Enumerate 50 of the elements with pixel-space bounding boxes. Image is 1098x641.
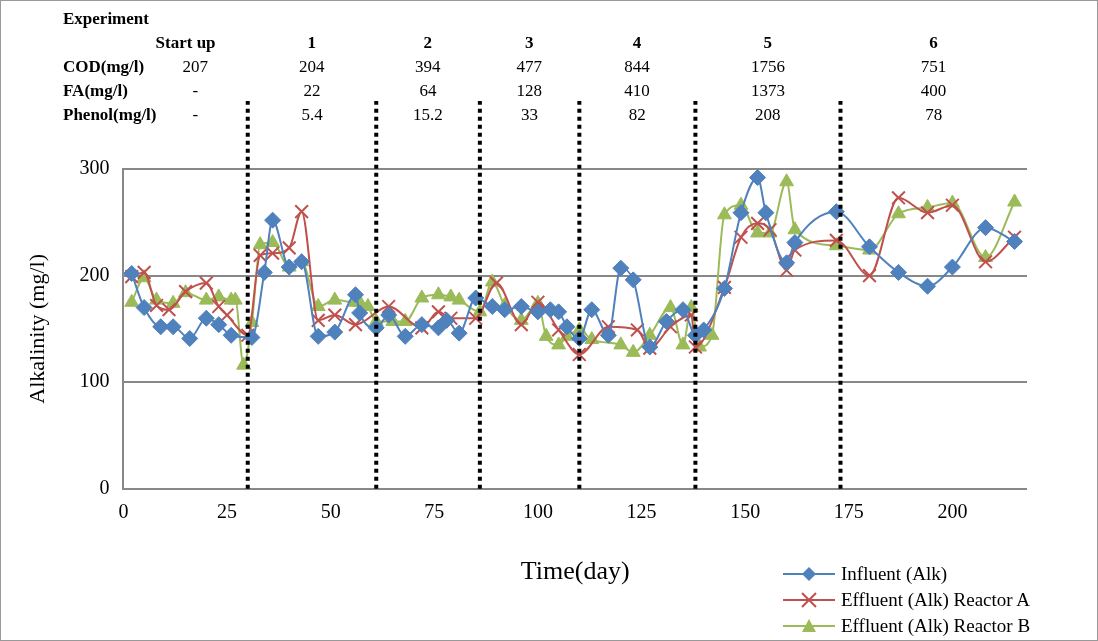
x-tick-label: 0 <box>118 500 129 523</box>
text: 15.2 <box>413 105 443 125</box>
text: Phenol(mg/l) <box>63 105 157 125</box>
text: Start up <box>155 33 216 53</box>
x-tick-label: 150 <box>730 500 761 523</box>
y-axis-title: Alkalinity (mg/l) <box>23 254 49 404</box>
x-tick-label: 125 <box>626 500 657 523</box>
y-tick-label: 100 <box>79 369 110 392</box>
legend-label: Effluent (Alk) Reactor A <box>841 589 1031 611</box>
text: 207 <box>182 57 209 77</box>
text: 844 <box>624 57 650 77</box>
text: 1 <box>307 33 316 53</box>
x-axis-title: Time(day) <box>520 556 630 586</box>
legend-label: Effluent (Alk) Reactor B <box>841 615 1031 637</box>
text: 204 <box>298 57 325 77</box>
x-tick-label: 75 <box>424 500 445 523</box>
text: 4 <box>632 33 642 53</box>
text: 208 <box>754 105 781 125</box>
legend-label: Influent (Alk) <box>841 563 948 585</box>
text: 22 <box>303 81 321 101</box>
text: 33 <box>521 105 539 125</box>
x-tick-label: 200 <box>937 500 968 523</box>
text: 128 <box>516 81 543 101</box>
text: 5 <box>763 33 772 53</box>
x-tick-label: 175 <box>833 500 864 523</box>
text: 1373 <box>750 81 785 101</box>
text: 5.4 <box>301 105 323 125</box>
text: 2 <box>423 33 433 53</box>
text: 400 <box>920 81 947 101</box>
y-tick-label: 300 <box>79 156 110 179</box>
text: 64 <box>419 81 437 101</box>
text: 3 <box>525 33 534 53</box>
x-tick-label: 25 <box>217 500 238 523</box>
text: 410 <box>624 81 650 101</box>
text: Experiment <box>63 9 149 29</box>
text: 6 <box>929 33 938 53</box>
text: 394 <box>415 57 441 77</box>
text: 78 <box>925 105 943 125</box>
text: 1756 <box>750 57 785 77</box>
x-tick-label: 100 <box>522 500 553 523</box>
text: FA(mg/l) <box>63 81 128 101</box>
text: 477 <box>516 57 543 77</box>
text: 82 <box>628 105 646 125</box>
text: COD(mg/l) <box>63 57 145 77</box>
y-tick-label: 0 <box>99 476 110 499</box>
text: - <box>192 105 199 125</box>
x-tick-label: 50 <box>320 500 341 523</box>
text: - <box>192 81 199 101</box>
text: 751 <box>920 57 947 77</box>
y-tick-label: 200 <box>79 262 110 285</box>
